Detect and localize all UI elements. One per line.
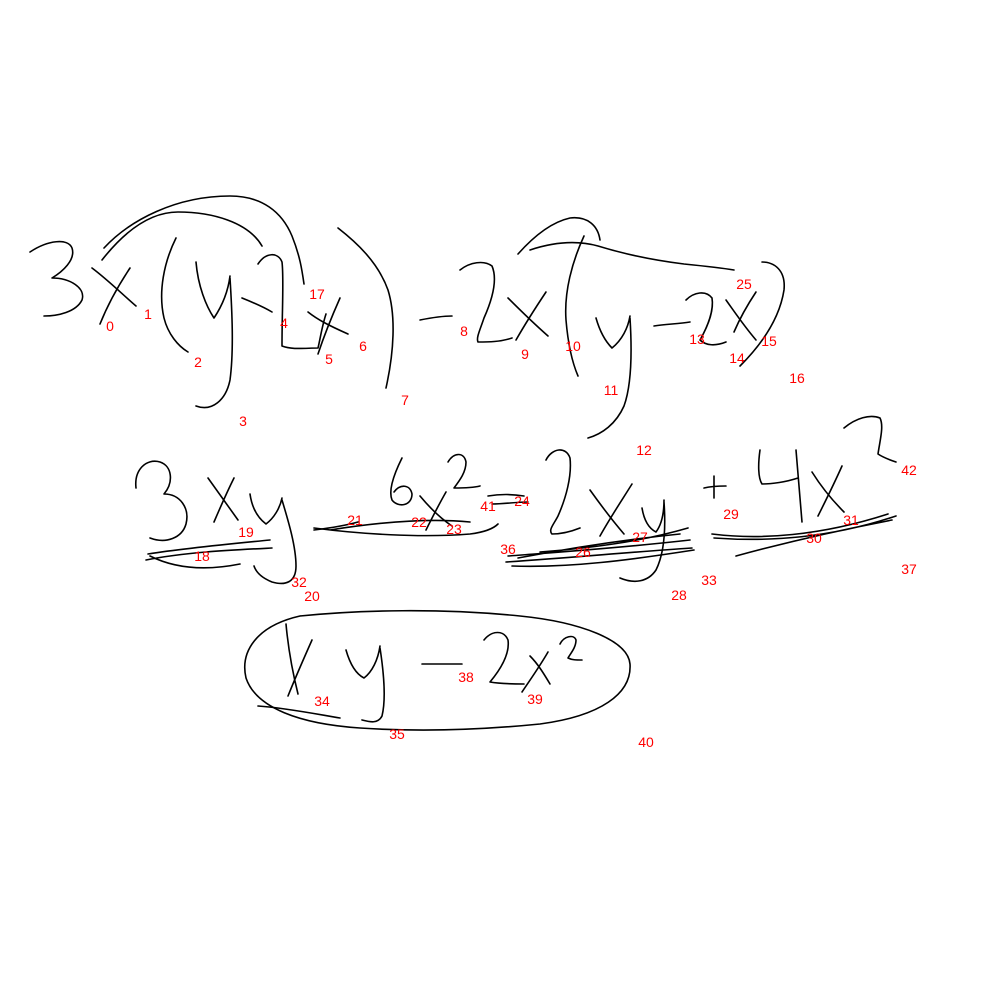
ink-stroke [213,477,235,523]
ink-stroke [207,477,239,521]
ink-stroke [739,261,785,367]
ink-stroke [564,235,585,377]
stroke-index-label: 41 [480,498,496,514]
ink-stroke [145,539,273,569]
ink-stroke [545,449,581,535]
stroke-index-label: 19 [238,524,254,540]
stroke-index-label: 36 [500,541,516,557]
stroke-index-label: 35 [389,726,405,742]
stroke-index-label: 7 [401,392,409,408]
ink-stroke [345,645,385,723]
ink-stroke [507,297,549,337]
stroke-index-label: 11 [603,382,619,398]
ink-stroke [459,261,513,343]
stroke-index-label: 27 [632,529,648,545]
stroke-index-label: 22 [411,514,427,530]
stroke-index-label: 34 [314,693,330,709]
stroke-index-label: 20 [304,588,320,604]
ink-stroke [725,299,757,341]
ink-stroke [135,460,188,542]
ink-stroke [101,195,305,285]
ink-stroke [389,457,413,506]
ink-stroke [521,651,549,693]
stroke-index-label: 8 [460,323,468,339]
ink-stroke [757,449,803,523]
stroke-index-label: 17 [309,286,325,302]
ink-stroke [241,297,273,313]
ink-stroke [249,493,297,585]
stroke-index-label: 14 [729,350,745,366]
stroke-index-label: 33 [701,572,717,588]
stroke-index-label: 13 [689,331,705,347]
stroke-index-label: 32 [291,574,307,590]
stroke-index-label: 6 [359,338,367,354]
ink-stroke [337,227,394,389]
ink-stroke [313,519,499,537]
ink-stroke [317,297,341,355]
ink-stroke [447,453,481,489]
ink-stroke [599,483,633,537]
ink-stroke [843,415,897,463]
ink-stroke [711,513,897,557]
ink-stroke [487,493,529,505]
stroke-index-label: 28 [671,587,687,603]
ink-stroke [817,465,843,517]
stroke-index-label: 37 [901,561,917,577]
ink-stroke [589,489,625,535]
ink-stroke [244,609,631,731]
ink-stroke [653,321,691,327]
ink-stroke [257,705,341,719]
stroke-index-label: 40 [638,734,654,750]
stroke-index-label: 2 [194,354,202,370]
stroke-index-label: 1 [144,306,152,322]
stroke-index-label: 10 [565,338,581,354]
stroke-index-label: 15 [761,333,777,349]
ink-stroke [559,635,583,661]
ink-stroke [285,623,299,695]
stroke-index-label: 30 [806,530,822,546]
stroke-index-label: 12 [636,442,652,458]
ink-stroke [483,631,525,685]
ink-stroke [307,311,349,335]
stroke-index-label: 31 [843,512,859,528]
ink-stroke [505,527,695,568]
ink-stroke [91,267,137,307]
ink-stroke [195,261,234,409]
stroke-index-label: 4 [280,315,288,331]
ink-stroke [703,475,727,499]
ink-stroke [419,315,453,321]
ink-stroke [811,471,845,513]
stroke-index-label: 21 [347,512,363,528]
stroke-index-label: 3 [239,413,247,429]
ink-stroke [29,240,84,317]
stroke-index-label: 26 [575,544,591,560]
stroke-index-label: 18 [194,548,210,564]
ink-stroke [517,216,735,271]
stroke-index-label: 23 [446,521,462,537]
stroke-index-label: 16 [789,370,805,386]
ink-stroke [313,521,359,531]
stroke-index-label: 42 [901,462,917,478]
ink-stroke [287,639,313,697]
ink-stroke [529,655,551,685]
ink-stroke [99,267,131,325]
ink-stroke [160,237,189,353]
ink-stroke [619,499,666,583]
stroke-index-label: 38 [458,669,474,685]
ink-stroke [257,253,327,350]
stroke-index-label: 29 [723,506,739,522]
ink-stroke [685,292,727,346]
ink-stroke [733,291,757,333]
ink-stroke [515,291,547,341]
stroke-index-label: 0 [106,318,114,334]
ink-stroke [587,315,632,439]
stroke-index-label: 25 [736,276,752,292]
stroke-index-label: 9 [521,346,529,362]
stroke-index-label: 5 [325,351,333,367]
stroke-index-label: 24 [514,493,530,509]
ink-stroke [425,491,447,531]
stroke-index-label: 39 [527,691,543,707]
